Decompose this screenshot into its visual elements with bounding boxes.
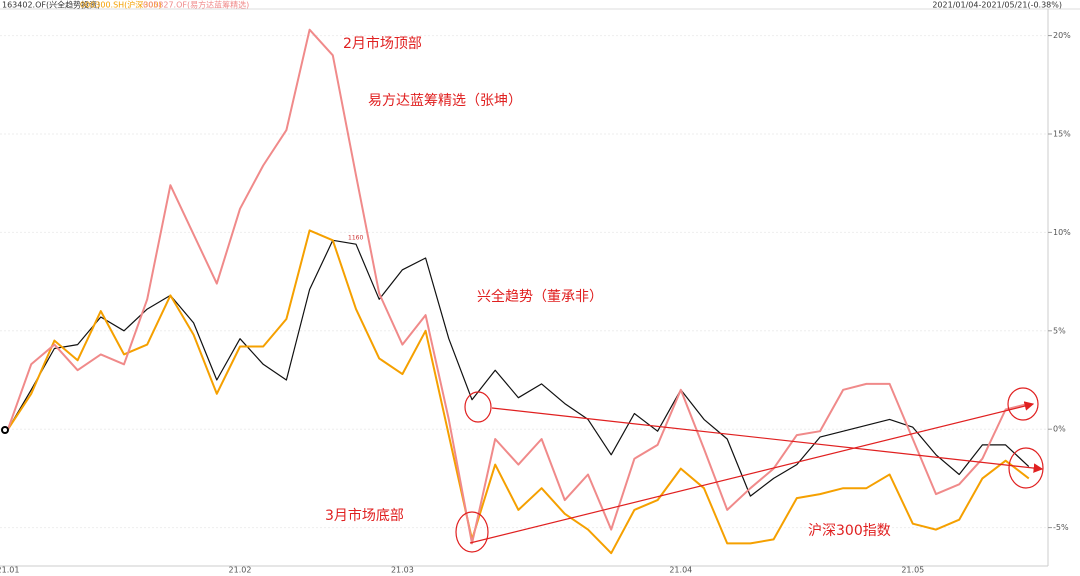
y-tick-label: -5% <box>1053 523 1069 532</box>
legend-entry: 005827.OF(易方达蓝筹精选) <box>143 0 249 10</box>
lines <box>7 28 1030 555</box>
x-tick-label: 21.03 <box>391 566 414 575</box>
annotation: 1160 <box>348 235 363 242</box>
annotations: 2月市场顶部 易方达蓝筹精选（张坤） 兴全趋势（董承非） 3月市场底部 沪深30… <box>325 35 891 539</box>
arrow <box>469 401 1035 544</box>
series-line <box>7 229 1030 555</box>
legend-entry: 163402.OF(兴全趋势投资) <box>2 0 100 10</box>
annotation: 易方达蓝筹精选（张坤） <box>368 92 522 109</box>
highlight-circle <box>464 391 492 423</box>
series-line <box>7 239 1030 497</box>
annotation: 2月市场顶部 <box>343 35 422 52</box>
series-line <box>7 28 1030 545</box>
annotation: 3月市场底部 <box>325 507 404 524</box>
date-range: 2021/01/04-2021/05/21(-0.38%) <box>932 1 1062 10</box>
highlight-circle <box>455 511 489 553</box>
x-tick-label: 21.04 <box>669 566 692 575</box>
x-tick-label: 21.05 <box>901 566 924 575</box>
grid: -5% 0% 5% 10% 15% 20% 21.01 21.02 21.03 21.04 21.0… <box>0 31 1071 575</box>
annotation: 沪深300指数 <box>808 523 891 539</box>
y-tick-label: 5% <box>1053 326 1066 335</box>
y-tick-label: 10% <box>1053 228 1071 237</box>
y-tick-label: 15% <box>1053 129 1071 138</box>
x-tick-label: 21.02 <box>229 566 252 575</box>
annotation: 兴全趋势（董承非） <box>477 288 603 305</box>
y-tick-label: 20% <box>1053 31 1071 40</box>
legend-entry: 000300.SH(沪深300) <box>80 0 162 10</box>
y-tick-label: 0% <box>1053 425 1066 434</box>
x-tick-label: 21.01 <box>0 566 19 575</box>
arrow <box>491 407 1044 473</box>
arrows <box>455 387 1044 553</box>
origin-marker <box>1 426 9 434</box>
highlight-circle <box>1007 387 1039 421</box>
